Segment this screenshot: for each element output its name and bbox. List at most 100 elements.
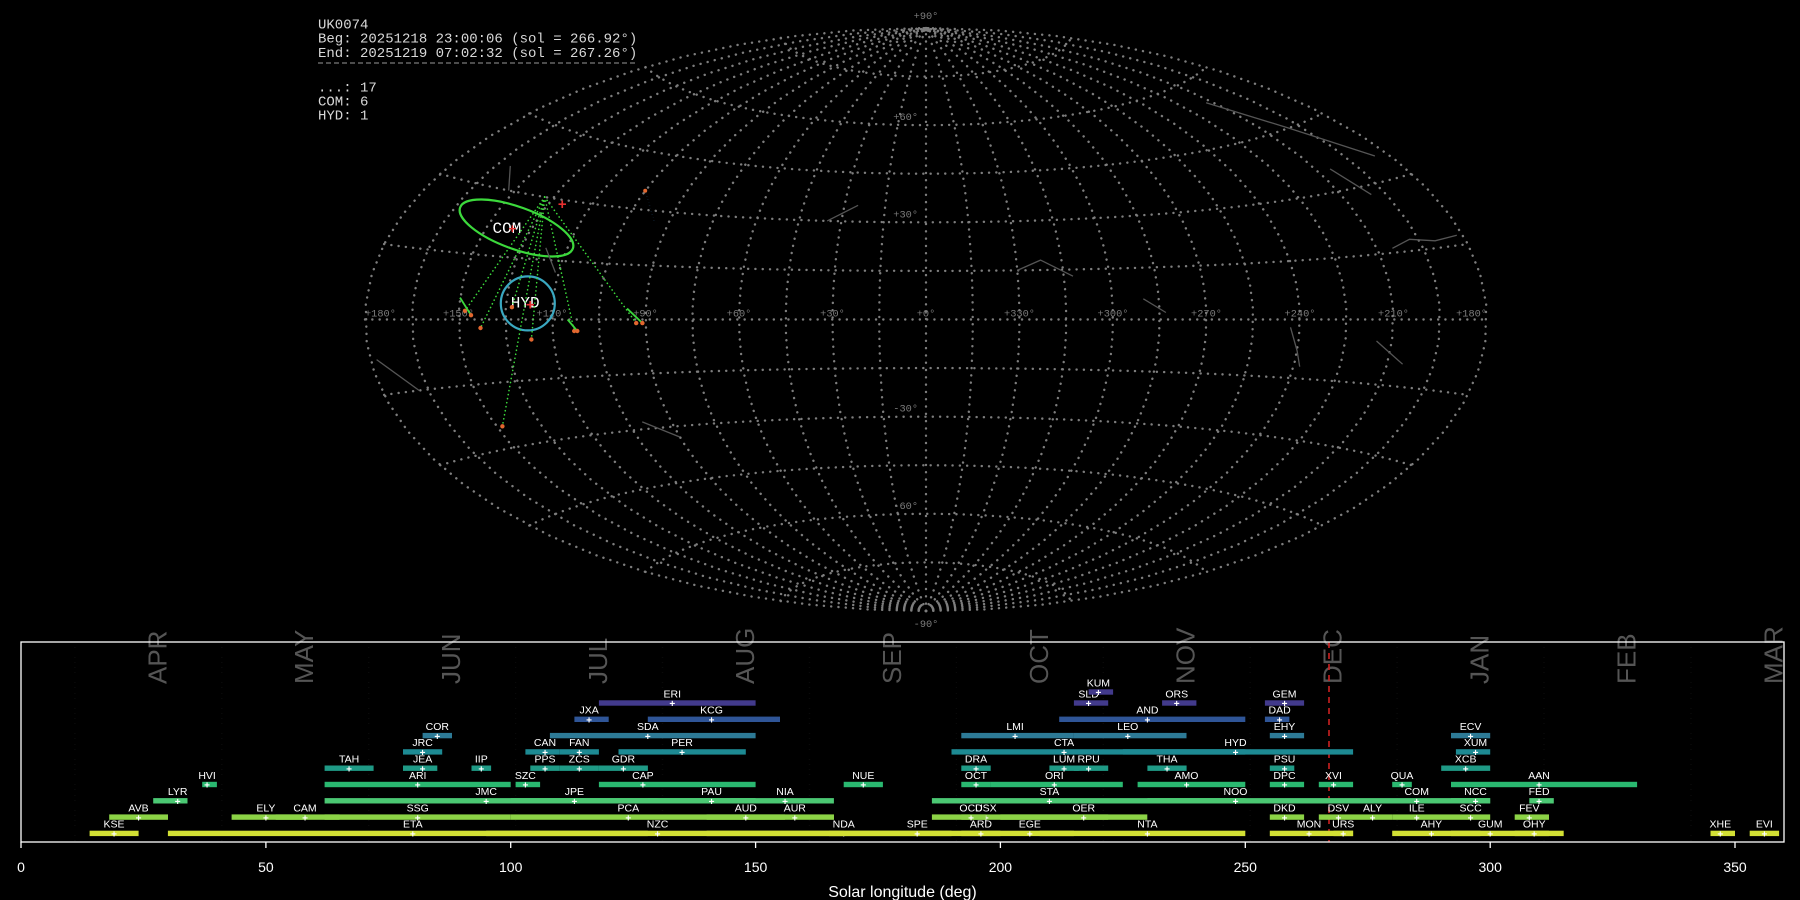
svg-text:200: 200 [989, 859, 1013, 875]
svg-text:+: + [1081, 813, 1087, 824]
svg-text:APR: APR [142, 631, 172, 684]
svg-text:+240°: +240° [1285, 309, 1316, 321]
svg-text:+: + [620, 764, 626, 775]
svg-text:+: + [1282, 732, 1288, 743]
svg-text:+: + [625, 813, 631, 824]
svg-text:+: + [1125, 732, 1131, 743]
svg-text:+: + [914, 830, 920, 841]
svg-text:+60°: +60° [727, 309, 752, 321]
svg-text:DEC: DEC [1318, 629, 1348, 684]
svg-text:OCT: OCT [1024, 629, 1054, 684]
svg-text:+: + [542, 764, 548, 775]
svg-text:+: + [410, 830, 416, 841]
svg-text:+: + [1027, 830, 1033, 841]
svg-text:+: + [1463, 764, 1469, 775]
svg-text:COM: COM [493, 220, 522, 238]
svg-text:-60°: -60° [893, 501, 918, 513]
svg-text:+: + [1414, 813, 1420, 824]
svg-text:+: + [709, 797, 715, 808]
svg-text:+: + [1761, 830, 1767, 841]
svg-text:+: + [1531, 830, 1537, 841]
svg-text:+: + [586, 716, 592, 727]
svg-text:-30°: -30° [893, 404, 918, 416]
svg-text:+: + [1046, 797, 1052, 808]
svg-text:+0°: +0° [917, 309, 936, 321]
svg-text:+210°: +210° [1378, 309, 1409, 321]
svg-text:+: + [346, 764, 352, 775]
svg-text:+: + [415, 781, 421, 792]
svg-text:+: + [669, 699, 675, 710]
svg-text:AUG: AUG [730, 628, 760, 684]
svg-text:+: + [302, 813, 308, 824]
svg-text:+: + [1184, 781, 1190, 792]
svg-text:+: + [1012, 732, 1018, 743]
svg-text:+: + [1144, 830, 1150, 841]
svg-text:JUN: JUN [436, 633, 466, 684]
svg-text:+: + [558, 197, 567, 214]
svg-text:+: + [743, 813, 749, 824]
svg-text:+: + [522, 781, 528, 792]
svg-text:Solar longitude (deg): Solar longitude (deg) [828, 884, 977, 900]
svg-text:+300°: +300° [1098, 309, 1129, 321]
svg-text:+: + [1282, 781, 1288, 792]
svg-text:350: 350 [1723, 859, 1747, 875]
svg-text:+: + [1340, 830, 1346, 841]
svg-text:+: + [204, 781, 210, 792]
svg-text:+: + [1428, 830, 1434, 841]
svg-text:+: + [640, 781, 646, 792]
svg-text:+: + [1233, 748, 1239, 759]
svg-text:+60°: +60° [893, 112, 918, 124]
svg-text:+: + [1717, 830, 1723, 841]
svg-text:+: + [1174, 699, 1180, 710]
svg-text:+: + [679, 748, 685, 759]
svg-text:+: + [860, 781, 866, 792]
svg-text:+: + [1282, 813, 1288, 824]
svg-text:+270°: +270° [1191, 309, 1222, 321]
svg-text:+: + [978, 830, 984, 841]
svg-text:+: + [136, 813, 142, 824]
svg-text:HYD: 1: HYD: 1 [318, 109, 368, 125]
svg-text:MAY: MAY [289, 630, 319, 684]
svg-text:+180°: +180° [1456, 309, 1487, 321]
svg-text:+30°: +30° [820, 309, 845, 321]
svg-text:+: + [1331, 781, 1337, 792]
svg-text:+: + [792, 813, 798, 824]
svg-text:+: + [1164, 764, 1170, 775]
svg-text:+: + [1233, 797, 1239, 808]
svg-text:+: + [483, 797, 489, 808]
svg-text:50: 50 [258, 859, 274, 875]
svg-text:+: + [1370, 813, 1376, 824]
svg-text:+330°: +330° [1004, 309, 1035, 321]
svg-text:+180°: +180° [365, 309, 396, 321]
svg-text:SEP: SEP [877, 632, 907, 684]
svg-text:+: + [263, 813, 269, 824]
svg-text:FEB: FEB [1612, 633, 1642, 684]
svg-text:+: + [1086, 699, 1092, 710]
svg-text:+: + [434, 732, 440, 743]
svg-text:+: + [1144, 716, 1150, 727]
svg-text:+: + [571, 797, 577, 808]
svg-text:+: + [645, 732, 651, 743]
svg-text:+: + [1487, 830, 1493, 841]
svg-text:+: + [111, 830, 117, 841]
svg-text:+: + [175, 797, 181, 808]
svg-text:+30°: +30° [893, 209, 918, 221]
svg-text:+: + [1086, 764, 1092, 775]
svg-text:JUL: JUL [583, 638, 613, 684]
svg-text:250: 250 [1234, 859, 1258, 875]
svg-text:+90°: +90° [914, 11, 939, 23]
svg-text:+: + [709, 716, 715, 727]
svg-text:+: + [655, 830, 661, 841]
svg-text:+: + [973, 781, 979, 792]
svg-text:+: + [1468, 813, 1474, 824]
svg-text:+: + [576, 764, 582, 775]
svg-text:+: + [509, 222, 517, 237]
svg-text:100: 100 [499, 859, 523, 875]
svg-text:+: + [478, 764, 484, 775]
svg-text:300: 300 [1479, 859, 1503, 875]
svg-text:150: 150 [744, 859, 768, 875]
svg-text:-90°: -90° [914, 619, 939, 631]
svg-text:+: + [1095, 688, 1101, 699]
svg-text:NOV: NOV [1171, 627, 1201, 684]
svg-text:End: 20251219 07:02:32 (sol =: End: 20251219 07:02:32 (sol = 267.26°) [318, 46, 637, 62]
